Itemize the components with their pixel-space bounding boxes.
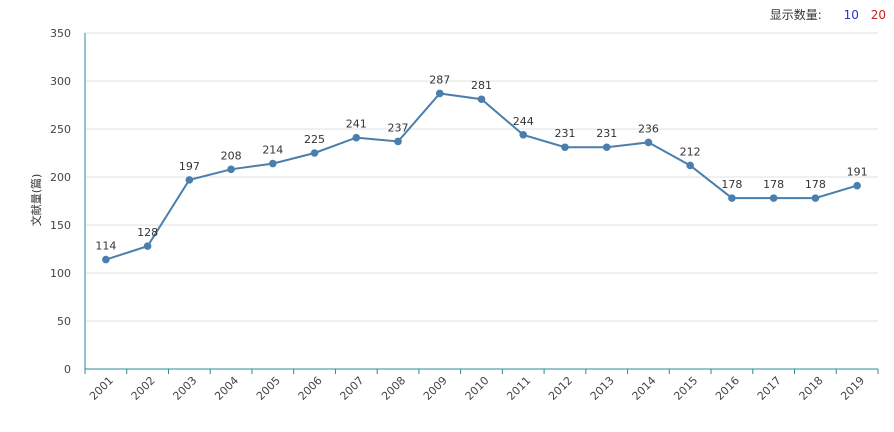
grid-lines bbox=[85, 32, 878, 322]
display-count-option-10[interactable]: 10 bbox=[843, 8, 859, 22]
data-label: 178 bbox=[805, 178, 826, 191]
data-point[interactable] bbox=[811, 194, 820, 202]
data-label: 236 bbox=[638, 122, 659, 135]
x-tick-label: 2009 bbox=[421, 374, 450, 403]
data-label: 231 bbox=[554, 127, 575, 140]
data-point[interactable] bbox=[185, 176, 194, 184]
x-tick-label: 2014 bbox=[630, 374, 659, 403]
data-label: 287 bbox=[429, 73, 450, 86]
data-label: 191 bbox=[847, 166, 868, 179]
data-point[interactable] bbox=[143, 242, 152, 250]
data-label: 237 bbox=[388, 121, 409, 134]
x-tick-label: 2003 bbox=[170, 374, 199, 403]
data-label: 225 bbox=[304, 133, 325, 146]
y-tick-label: 50 bbox=[57, 315, 71, 328]
data-label: 212 bbox=[680, 145, 701, 158]
data-point[interactable] bbox=[394, 137, 402, 146]
y-axis-title: 文献量(篇) bbox=[29, 174, 43, 227]
x-tick-label: 2012 bbox=[546, 374, 575, 403]
x-tick-label: 2007 bbox=[337, 374, 366, 403]
x-axis: 2001 2002 2003 2004 2005 2006 2007 2008 2009 2010… bbox=[84, 368, 879, 403]
x-tick-label: 2016 bbox=[713, 374, 742, 403]
data-label: 178 bbox=[763, 178, 784, 191]
display-count-control: 显示数量: 10 20 bbox=[770, 6, 886, 23]
x-tick-label: 2006 bbox=[296, 374, 325, 403]
data-point[interactable] bbox=[728, 194, 736, 202]
x-tick-label: 2005 bbox=[254, 374, 283, 403]
data-point[interactable] bbox=[477, 95, 486, 104]
data-point[interactable] bbox=[561, 143, 569, 152]
x-tick-label: 2017 bbox=[755, 374, 784, 403]
data-point[interactable] bbox=[769, 194, 778, 202]
data-label: 178 bbox=[721, 178, 742, 191]
data-point[interactable] bbox=[853, 181, 861, 190]
data-point[interactable] bbox=[227, 165, 235, 174]
data-point[interactable] bbox=[310, 149, 319, 157]
data-point[interactable] bbox=[602, 143, 611, 152]
data-point[interactable] bbox=[519, 130, 528, 139]
x-tick-label: 2001 bbox=[87, 374, 116, 403]
series-line bbox=[102, 89, 861, 264]
x-tick-label: 2015 bbox=[671, 374, 700, 403]
y-tick-label: 300 bbox=[50, 75, 71, 88]
y-tick-label: 100 bbox=[50, 267, 71, 280]
data-point[interactable] bbox=[269, 159, 277, 168]
data-label: 231 bbox=[596, 127, 617, 140]
data-point[interactable] bbox=[644, 138, 653, 147]
data-point[interactable] bbox=[352, 133, 361, 142]
y-tick-label: 150 bbox=[50, 219, 71, 232]
data-label: 281 bbox=[471, 79, 492, 92]
y-tick-label: 250 bbox=[50, 123, 71, 136]
x-tick-label: 2011 bbox=[504, 374, 533, 403]
data-point[interactable] bbox=[102, 255, 110, 264]
data-label: 241 bbox=[346, 118, 367, 131]
y-tick-label: 350 bbox=[50, 27, 71, 40]
x-tick-label: 2004 bbox=[212, 374, 241, 403]
data-label: 114 bbox=[95, 240, 116, 253]
y-tick-label: 0 bbox=[64, 363, 71, 376]
x-tick-label: 2018 bbox=[797, 374, 826, 403]
display-count-option-20[interactable]: 20 bbox=[870, 8, 886, 22]
data-point[interactable] bbox=[435, 89, 444, 98]
y-axis: 0 50 100 150 200 250 300 350 bbox=[50, 27, 86, 376]
data-label: 244 bbox=[513, 115, 534, 128]
display-count-label: 显示数量: bbox=[769, 8, 822, 22]
data-labels: 114 128 197 208 214 225 241 237 287 281 244 231 231 2… bbox=[95, 73, 867, 252]
data-point[interactable] bbox=[686, 161, 694, 170]
y-tick-label: 200 bbox=[50, 171, 71, 184]
data-label: 197 bbox=[179, 160, 200, 173]
data-label: 128 bbox=[137, 226, 158, 239]
x-tick-label: 2019 bbox=[838, 374, 867, 403]
data-label: 214 bbox=[262, 144, 283, 157]
data-label: 208 bbox=[221, 149, 242, 162]
x-tick-label: 2008 bbox=[379, 374, 408, 403]
x-tick-label: 2013 bbox=[588, 374, 617, 403]
x-tick-label: 2002 bbox=[129, 374, 158, 403]
x-tick-label: 2010 bbox=[463, 374, 492, 403]
